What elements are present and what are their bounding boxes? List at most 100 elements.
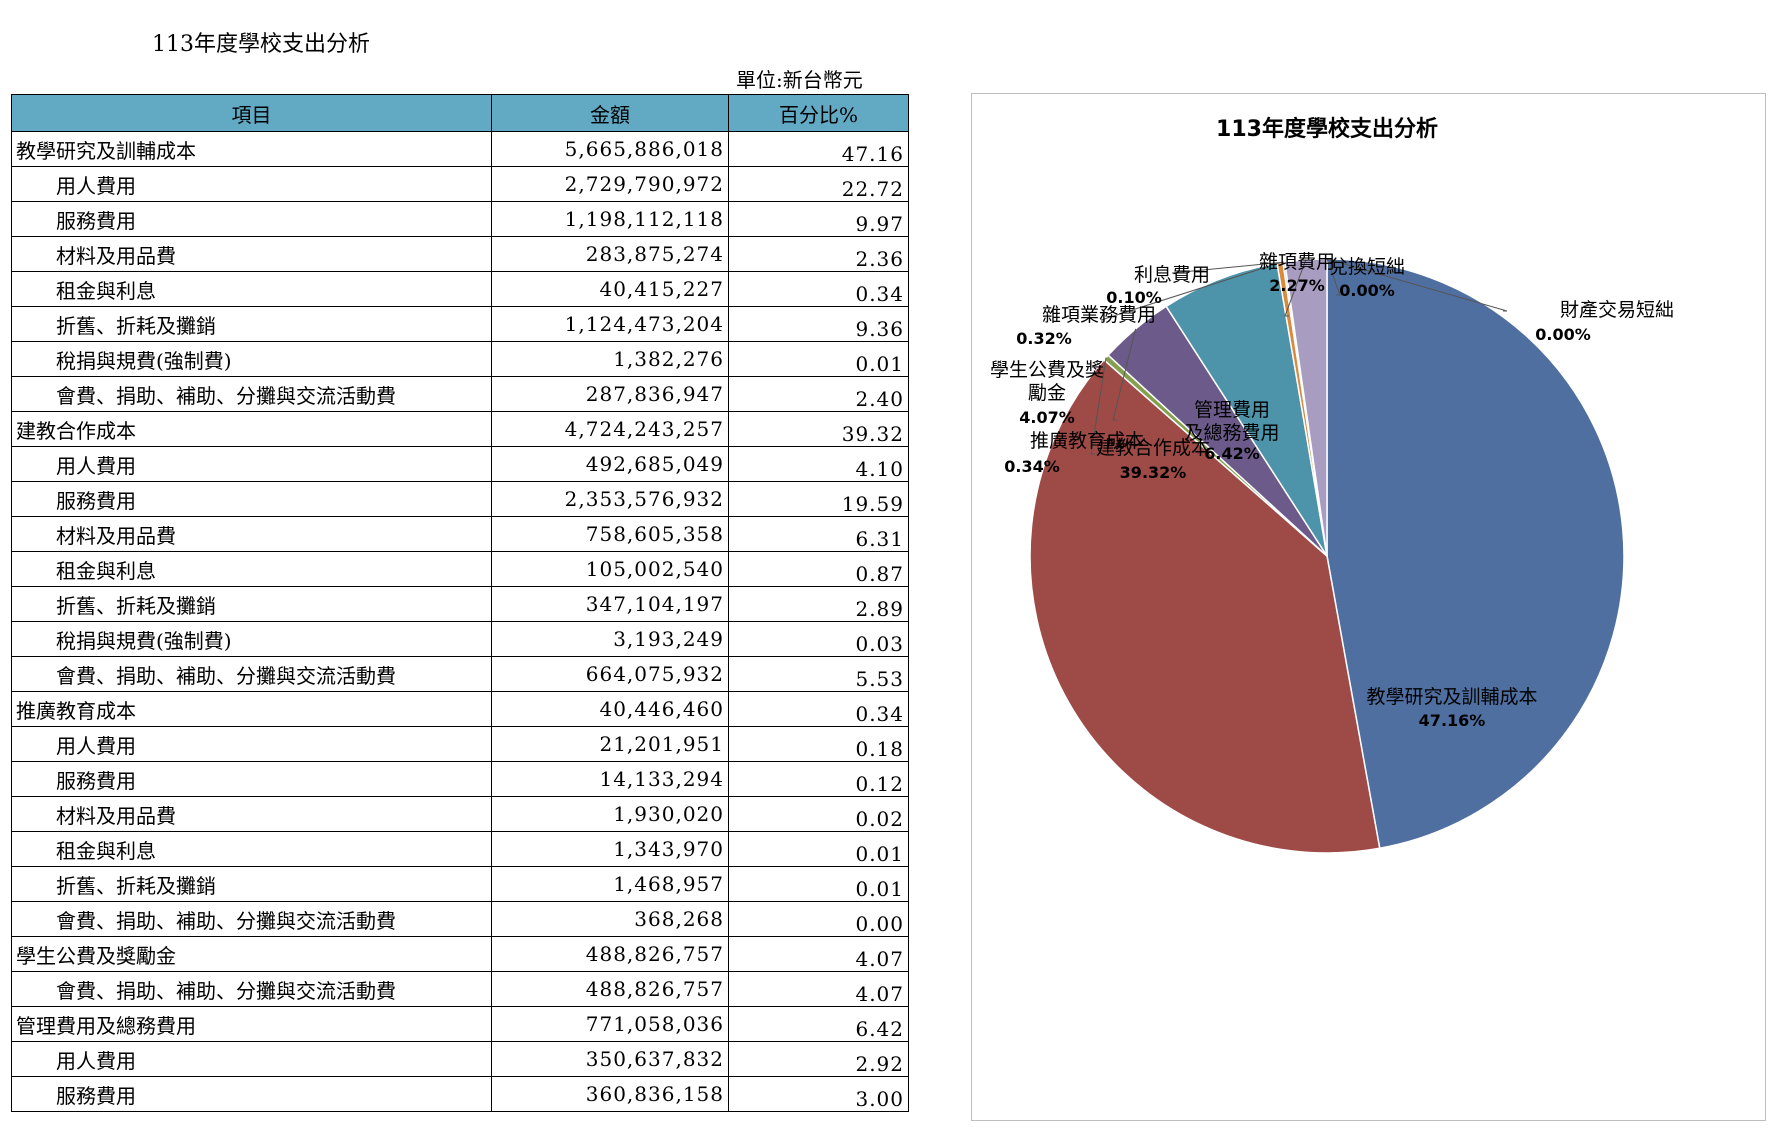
leader-line bbox=[1326, 258, 1341, 296]
pie-slice bbox=[1029, 358, 1381, 854]
row-percent: 9.97 bbox=[728, 201, 909, 237]
table-row: 服務費用 360,836,158 3.00 bbox=[11, 1076, 909, 1112]
row-item: 服務費用 bbox=[11, 201, 492, 237]
table-row: 用人費用 2,729,790,972 22.72 bbox=[11, 166, 909, 202]
slice-percent-label: 4.07% bbox=[1019, 408, 1075, 427]
row-item: 用人費用 bbox=[11, 1041, 492, 1077]
row-percent: 4.10 bbox=[728, 446, 909, 482]
row-percent: 6.42 bbox=[728, 1006, 909, 1042]
row-item: 用人費用 bbox=[11, 166, 492, 202]
row-percent: 39.32 bbox=[728, 411, 909, 447]
row-percent: 3.00 bbox=[728, 1076, 909, 1112]
slice-label: 管理費用及總務費用 bbox=[1184, 399, 1279, 444]
table-row: 管理費用及總務費用 771,058,036 6.42 bbox=[11, 1006, 909, 1042]
table-row: 材料及用品費 1,930,020 0.02 bbox=[11, 796, 909, 832]
slice-label: 學生公費及獎勵金 bbox=[990, 359, 1104, 404]
leader-line bbox=[1284, 259, 1307, 317]
table-row: 服務費用 14,133,294 0.12 bbox=[11, 761, 909, 797]
slice-percent-label: 0.10% bbox=[1106, 288, 1162, 307]
row-amount: 492,685,049 bbox=[491, 446, 729, 482]
row-percent: 2.36 bbox=[728, 236, 909, 272]
row-item: 用人費用 bbox=[11, 726, 492, 762]
expense-table: 項目 金額 百分比% 教學研究及訓輔成本 5,665,886,018 47.16 用人… bbox=[11, 94, 909, 1112]
row-percent: 2.92 bbox=[728, 1041, 909, 1077]
table-row: 材料及用品費 283,875,274 2.36 bbox=[11, 236, 909, 272]
row-amount: 758,605,358 bbox=[491, 516, 729, 552]
row-percent: 0.34 bbox=[728, 271, 909, 307]
row-percent: 0.18 bbox=[728, 726, 909, 762]
row-amount: 1,930,020 bbox=[491, 796, 729, 832]
row-percent: 0.01 bbox=[728, 341, 909, 377]
row-percent: 4.07 bbox=[728, 936, 909, 972]
table-row: 稅捐與規費(強制費) 1,382,276 0.01 bbox=[11, 341, 909, 377]
header-amount: 金額 bbox=[491, 94, 729, 132]
table-row: 會費、捐助、補助、分攤與交流活動費 287,836,947 2.40 bbox=[11, 376, 909, 412]
row-amount: 40,415,227 bbox=[491, 271, 729, 307]
table-row: 材料及用品費 758,605,358 6.31 bbox=[11, 516, 909, 552]
row-item: 會費、捐助、補助、分攤與交流活動費 bbox=[11, 901, 492, 937]
row-item: 租金與利息 bbox=[11, 271, 492, 307]
row-item: 折舊、折耗及攤銷 bbox=[11, 306, 492, 342]
row-item: 服務費用 bbox=[11, 1076, 492, 1112]
row-item: 折舊、折耗及攤銷 bbox=[11, 866, 492, 902]
row-amount: 1,124,473,204 bbox=[491, 306, 729, 342]
row-item: 推廣教育成本 bbox=[11, 691, 492, 727]
row-amount: 1,468,957 bbox=[491, 866, 729, 902]
header-item: 項目 bbox=[11, 94, 492, 132]
slice-percent-label: 6.42% bbox=[1204, 444, 1260, 463]
slice-percent-label: 0.00% bbox=[1339, 281, 1395, 300]
row-amount: 2,353,576,932 bbox=[491, 481, 729, 517]
row-amount: 2,729,790,972 bbox=[491, 166, 729, 202]
row-amount: 3,193,249 bbox=[491, 621, 729, 657]
row-item: 會費、捐助、補助、分攤與交流活動費 bbox=[11, 376, 492, 412]
row-percent: 4.07 bbox=[728, 971, 909, 1007]
table-header-row: 項目 金額 百分比% bbox=[11, 94, 909, 132]
table-row: 稅捐與規費(強制費) 3,193,249 0.03 bbox=[11, 621, 909, 657]
row-item: 會費、捐助、補助、分攤與交流活動費 bbox=[11, 656, 492, 692]
chart-frame bbox=[971, 93, 1766, 1121]
row-item: 服務費用 bbox=[11, 481, 492, 517]
pie-slice bbox=[1326, 258, 1625, 850]
row-percent: 0.01 bbox=[728, 866, 909, 902]
row-item: 服務費用 bbox=[11, 761, 492, 797]
row-item: 折舊、折耗及攤銷 bbox=[11, 586, 492, 622]
slice-percent-label: 2.27% bbox=[1269, 276, 1325, 295]
row-item: 學生公費及獎勵金 bbox=[11, 936, 492, 972]
slice-percent-label: 0.32% bbox=[1016, 329, 1072, 348]
row-amount: 664,075,932 bbox=[491, 656, 729, 692]
table-row: 折舊、折耗及攤銷 1,468,957 0.01 bbox=[11, 866, 909, 902]
row-percent: 0.34 bbox=[728, 691, 909, 727]
leader-line bbox=[1090, 357, 1107, 455]
row-item: 材料及用品費 bbox=[11, 236, 492, 272]
row-item: 租金與利息 bbox=[11, 551, 492, 587]
row-percent: 2.89 bbox=[728, 586, 909, 622]
row-item: 建教合作成本 bbox=[11, 411, 492, 447]
table-row: 用人費用 492,685,049 4.10 bbox=[11, 446, 909, 482]
row-amount: 488,826,757 bbox=[491, 936, 729, 972]
row-amount: 488,826,757 bbox=[491, 971, 729, 1007]
slice-label: 雜項費用 bbox=[1259, 251, 1335, 273]
table-row: 教學研究及訓輔成本 5,665,886,018 47.16 bbox=[11, 131, 909, 167]
header-percent: 百分比% bbox=[728, 94, 909, 132]
unit-label: 單位:新台幣元 bbox=[736, 68, 863, 92]
table-row: 租金與利息 40,415,227 0.34 bbox=[11, 271, 909, 307]
row-amount: 360,836,158 bbox=[491, 1076, 729, 1112]
slice-label: 財產交易短絀 bbox=[1560, 299, 1674, 321]
leader-line bbox=[1171, 261, 1284, 274]
table-row: 折舊、折耗及攤銷 347,104,197 2.89 bbox=[11, 586, 909, 622]
leader-line bbox=[1100, 262, 1281, 321]
row-percent: 47.16 bbox=[728, 131, 909, 167]
row-amount: 4,724,243,257 bbox=[491, 411, 729, 447]
row-amount: 1,343,970 bbox=[491, 831, 729, 867]
row-amount: 105,002,540 bbox=[491, 551, 729, 587]
slice-label: 教學研究及訓輔成本 bbox=[1366, 686, 1537, 708]
slice-percent-label: 0.00% bbox=[1535, 325, 1591, 344]
slice-percent-label: 39.32% bbox=[1120, 463, 1187, 482]
table-row: 租金與利息 105,002,540 0.87 bbox=[11, 551, 909, 587]
row-item: 用人費用 bbox=[11, 446, 492, 482]
row-amount: 1,382,276 bbox=[491, 341, 729, 377]
row-item: 租金與利息 bbox=[11, 831, 492, 867]
row-percent: 5.53 bbox=[728, 656, 909, 692]
leader-line bbox=[1112, 328, 1137, 421]
row-percent: 19.59 bbox=[728, 481, 909, 517]
